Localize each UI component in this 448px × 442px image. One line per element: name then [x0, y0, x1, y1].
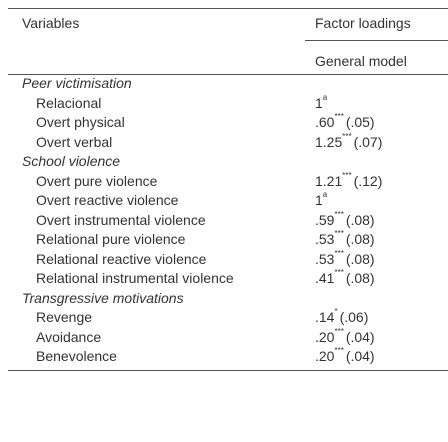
loading-value: 1	[315, 94, 323, 111]
loading: .59*** (.08)	[315, 209, 375, 229]
significance: a	[322, 92, 328, 102]
loading: .53*** (.08)	[315, 230, 375, 248]
standard-error: (.04)	[345, 328, 375, 345]
standard-error: (.05)	[345, 114, 375, 130]
group-title: Transgressive motivations	[22, 289, 184, 306]
loading: 1a	[315, 191, 329, 209]
loading: .14* (.06)	[315, 308, 368, 326]
rule	[8, 74, 448, 75]
loading-value: 1.25	[315, 133, 343, 150]
standard-error: (.08)	[345, 270, 375, 286]
loading-value: .53	[315, 231, 335, 247]
rule	[305, 40, 448, 41]
header-variables: Variables	[22, 15, 80, 31]
significance: ***	[334, 268, 344, 278]
row-label: Avoidance	[36, 328, 102, 345]
row-label: Relational reactive violence	[36, 250, 207, 267]
row-label: Overt pure violence	[36, 172, 158, 189]
significance: a	[322, 190, 328, 200]
standard-error: (.04)	[345, 348, 375, 364]
row-label: Overt instrumental violence	[36, 211, 206, 228]
group-title: Peer victimisation	[22, 75, 132, 91]
significance: ***	[342, 131, 352, 141]
loading: 1.21*** (.12)	[315, 170, 383, 190]
significance: ***	[342, 170, 352, 180]
row-label: Revenge	[36, 309, 93, 325]
significance: *	[334, 307, 338, 317]
standard-error: (.08)	[345, 250, 375, 267]
loading: .60*** (.05)	[315, 113, 375, 131]
loading-value: .20	[315, 328, 335, 345]
standard-error: (.08)	[345, 211, 375, 228]
row-label: Overt physical	[36, 114, 125, 130]
standard-error: (.07)	[353, 133, 383, 150]
loading: .20*** (.04)	[315, 347, 375, 365]
header-model: General model	[315, 53, 407, 69]
loading: .20*** (.04)	[315, 326, 375, 346]
loading-value: .41	[315, 270, 335, 286]
loading: 1.25*** (.07)	[315, 131, 383, 151]
row-label: Relational instrumental violence	[36, 270, 234, 286]
loading-value: 1	[315, 192, 323, 208]
standard-error: (.12)	[353, 172, 383, 189]
rule	[8, 8, 448, 9]
loading-value: .60	[315, 114, 335, 130]
group-title: School violence	[22, 153, 121, 169]
header-loadings: Factor loadings	[315, 15, 411, 31]
standard-error: (.08)	[345, 231, 375, 247]
significance: ***	[334, 112, 344, 122]
significance: ***	[334, 229, 344, 239]
standard-error: (.06)	[339, 309, 369, 325]
significance: ***	[334, 209, 344, 219]
significance: ***	[334, 248, 344, 258]
rule	[8, 369, 448, 371]
row-label: Relational pure violence	[36, 231, 186, 247]
loading-value: .59	[315, 211, 335, 228]
significance: ***	[334, 326, 344, 336]
loading: 1a	[315, 92, 329, 112]
loading-value: .14	[315, 309, 335, 325]
loading-value: .53	[315, 250, 335, 267]
row-label: Relacional	[36, 94, 102, 111]
row-label: Benevolence	[36, 348, 117, 364]
loading-value: 1.21	[315, 172, 343, 189]
loading-value: .20	[315, 348, 335, 364]
loading: .41*** (.08)	[315, 269, 375, 287]
row-label: Overt reactive violence	[36, 192, 179, 208]
row-label: Overt verbal	[36, 133, 113, 150]
significance: ***	[334, 346, 344, 356]
loading: .53*** (.08)	[315, 248, 375, 268]
